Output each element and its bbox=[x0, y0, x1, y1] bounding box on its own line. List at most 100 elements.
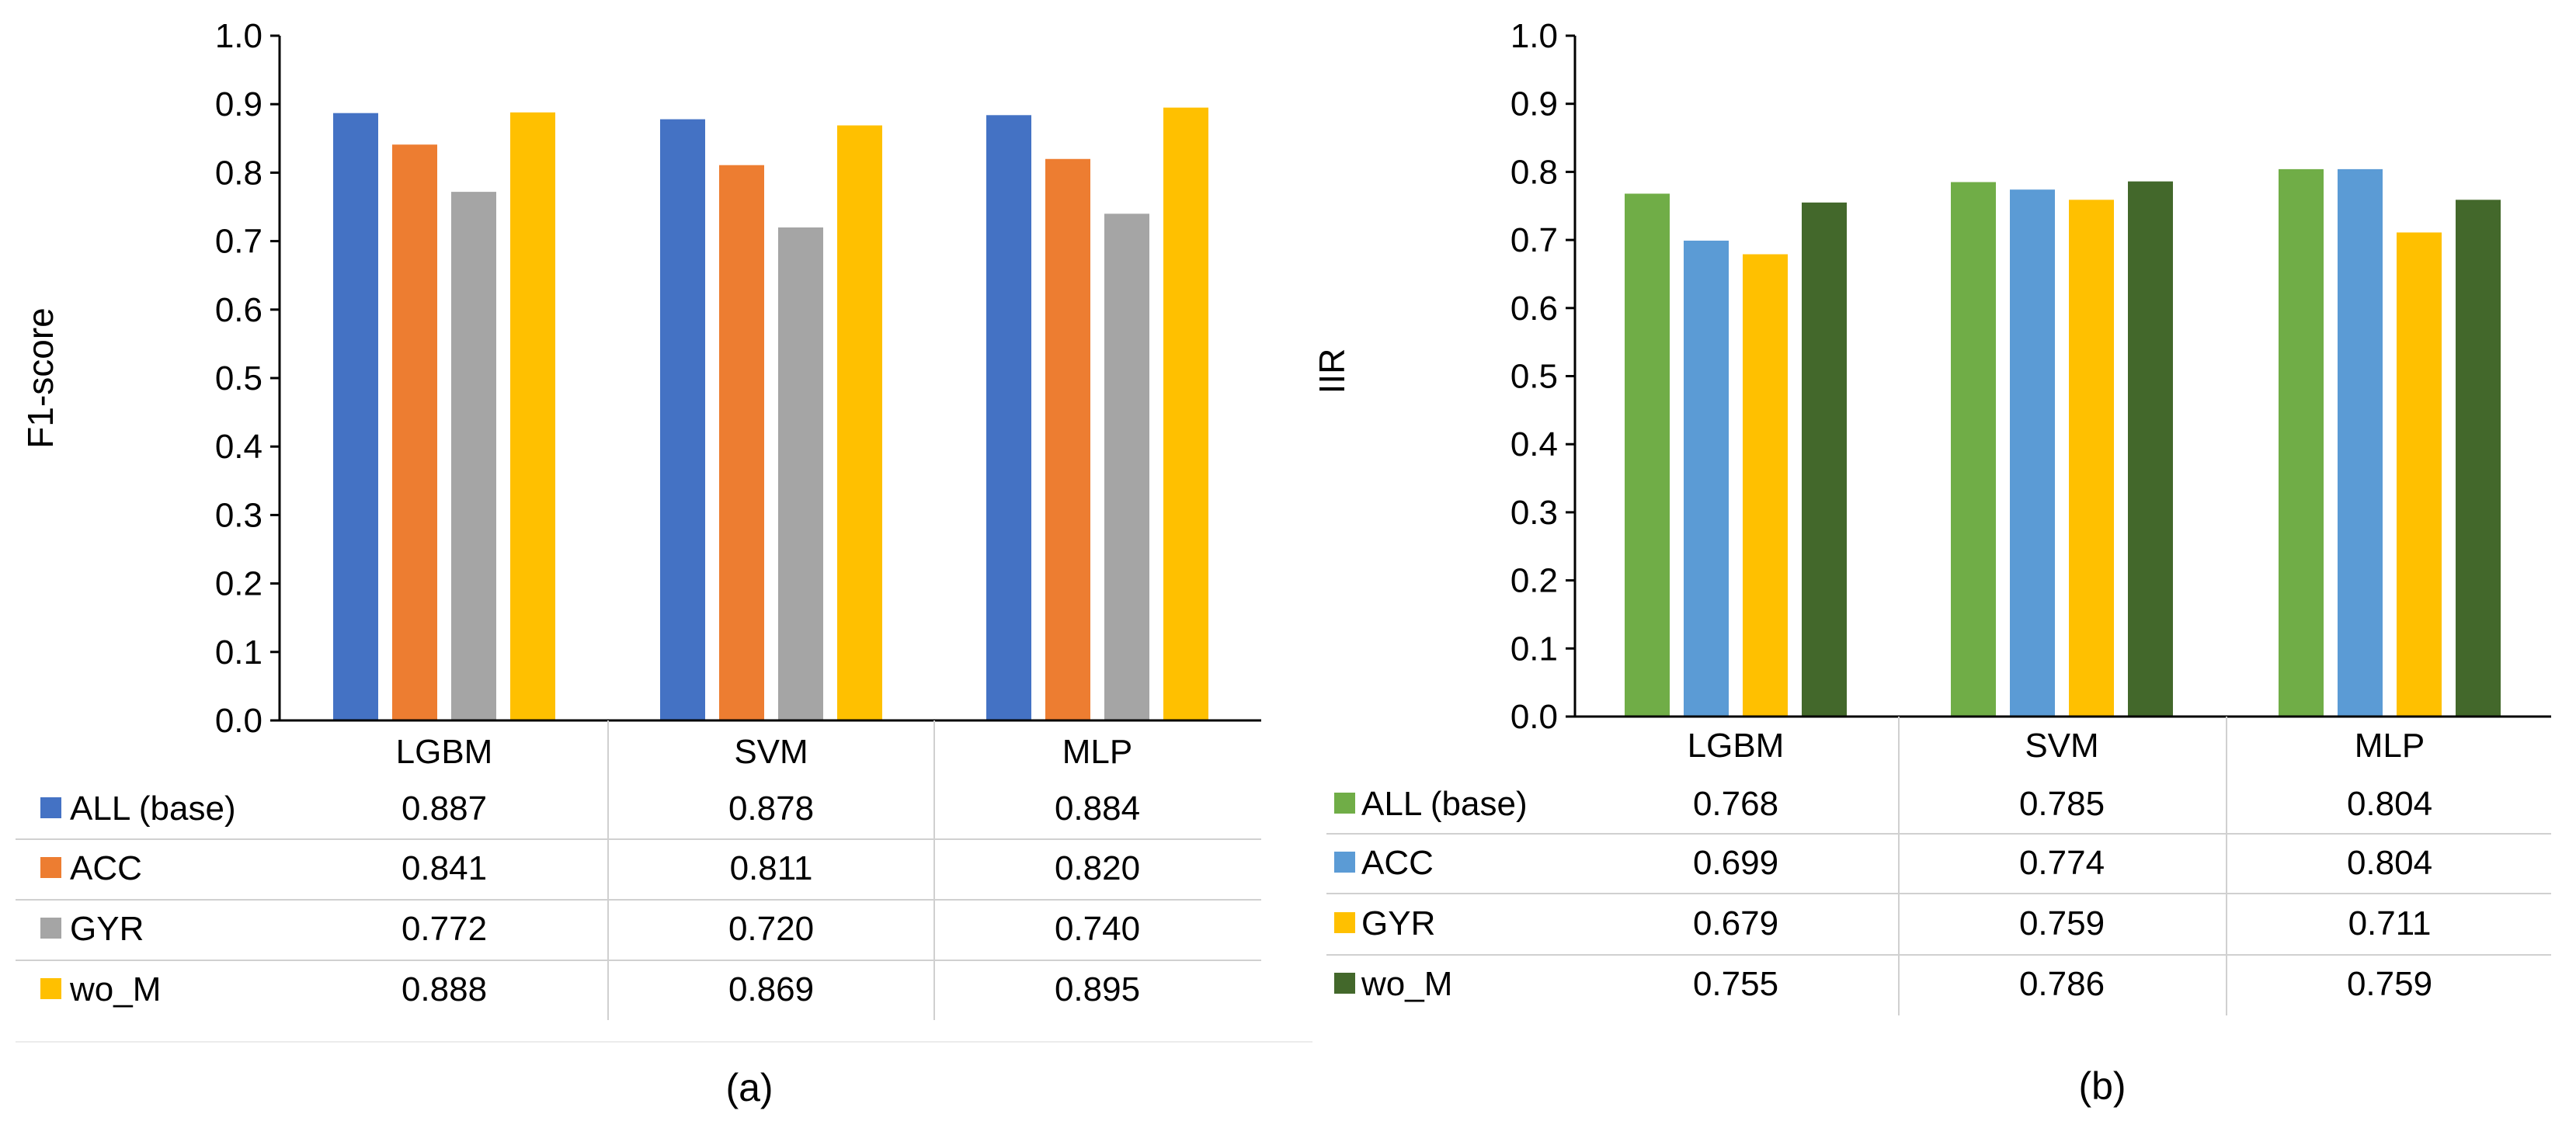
y-tick-label: 0.3 bbox=[1510, 494, 1558, 532]
data-value: 0.895 bbox=[1055, 970, 1140, 1008]
data-value: 0.740 bbox=[1055, 910, 1140, 948]
bar-wo-m-lgbm bbox=[510, 112, 555, 720]
y-tick-label: 0.2 bbox=[1510, 562, 1558, 600]
bar-all-base--mlp bbox=[2279, 168, 2324, 717]
bar-wo-m-mlp bbox=[1163, 107, 1208, 721]
legend-swatch bbox=[40, 797, 61, 818]
bar-acc-mlp bbox=[1045, 158, 1090, 720]
data-value: 0.887 bbox=[402, 790, 487, 828]
y-axis-title: F1-score bbox=[20, 307, 61, 448]
category-label: MLP bbox=[2355, 727, 2425, 765]
data-value: 0.774 bbox=[2019, 844, 2105, 882]
y-tick-label: 0.9 bbox=[215, 85, 262, 123]
bar-gyr-lgbm bbox=[1743, 254, 1788, 717]
bar-all-base--svm bbox=[660, 119, 705, 720]
data-value: 0.772 bbox=[402, 910, 487, 948]
y-tick-label: 0.5 bbox=[1510, 358, 1558, 396]
category-label: MLP bbox=[1062, 733, 1132, 771]
bar-all-base--lgbm bbox=[333, 113, 378, 720]
legend-swatch bbox=[1334, 852, 1355, 873]
legend-label: ALL (base) bbox=[1361, 785, 1528, 823]
bar-acc-lgbm bbox=[392, 144, 437, 720]
data-value: 0.811 bbox=[730, 849, 813, 887]
data-value: 0.869 bbox=[728, 970, 814, 1008]
y-tick-label: 0.8 bbox=[1510, 153, 1558, 191]
data-value: 0.755 bbox=[1693, 965, 1778, 1003]
bar-gyr-svm bbox=[2069, 200, 2114, 717]
bar-acc-svm bbox=[719, 165, 764, 720]
legend-label: ALL (base) bbox=[70, 790, 236, 828]
panel-a: 0.0 0.1 0.2 0.3 0.4 0.5 0.6 0.7 0.8 0.9 1.0 F1-scor… bbox=[16, 17, 1312, 1109]
category-label: LGBM bbox=[396, 733, 493, 771]
y-tick-label: 0.7 bbox=[1510, 221, 1558, 259]
data-value: 0.841 bbox=[402, 849, 487, 887]
legend-swatch bbox=[40, 978, 61, 999]
bar-acc-lgbm bbox=[1684, 240, 1729, 717]
data-value: 0.759 bbox=[2347, 965, 2432, 1003]
panel-label: (b) bbox=[2078, 1064, 2126, 1108]
data-value: 0.679 bbox=[1693, 904, 1778, 942]
bar-all-base--lgbm bbox=[1625, 193, 1670, 717]
bar-wo-m-svm bbox=[837, 125, 882, 721]
legend-label: ACC bbox=[70, 849, 142, 887]
bar-wo-m-lgbm bbox=[1802, 202, 1847, 717]
y-tick-label: 0.5 bbox=[215, 359, 262, 397]
category-label: SVM bbox=[734, 733, 808, 771]
bar-acc-mlp bbox=[2338, 168, 2383, 717]
y-tick-label: 0.0 bbox=[1510, 698, 1558, 736]
data-value: 0.759 bbox=[2019, 904, 2105, 942]
y-tick-label: 0.2 bbox=[215, 565, 262, 603]
legend-label: GYR bbox=[1361, 904, 1435, 942]
y-tick-label: 0.6 bbox=[1510, 290, 1558, 328]
y-tick-label: 0.1 bbox=[1510, 630, 1558, 668]
data-value: 0.785 bbox=[2019, 785, 2105, 823]
y-tick-label: 0.1 bbox=[215, 633, 262, 672]
panel-b: 0.0 0.1 0.2 0.3 0.4 0.5 0.6 0.7 0.8 0.9 1.0 IIR LGBM… bbox=[1312, 17, 2551, 1108]
legend-swatch bbox=[1334, 912, 1355, 933]
bar-all-base--svm bbox=[1951, 182, 1996, 717]
legend-label: GYR bbox=[70, 910, 144, 948]
bar-gyr-mlp bbox=[1104, 213, 1149, 720]
y-tick-label: 1.0 bbox=[1510, 17, 1558, 55]
data-value: 0.720 bbox=[728, 910, 814, 948]
bar-wo-m-mlp bbox=[2456, 200, 2501, 717]
legend-swatch bbox=[1334, 793, 1355, 814]
legend-swatch bbox=[40, 857, 61, 878]
y-tick-label: 0.7 bbox=[215, 223, 262, 261]
y-tick-label: 0.4 bbox=[215, 428, 262, 466]
category-label: SVM bbox=[2025, 727, 2098, 765]
y-tick-label: 0.9 bbox=[1510, 85, 1558, 123]
y-tick-label: 0.0 bbox=[215, 702, 262, 740]
y-tick-label: 1.0 bbox=[215, 17, 262, 55]
bar-acc-svm bbox=[2010, 189, 2055, 717]
legend-swatch bbox=[1334, 973, 1355, 994]
category-label: LGBM bbox=[1688, 727, 1785, 765]
data-value: 0.878 bbox=[728, 790, 814, 828]
bar-gyr-svm bbox=[778, 227, 823, 721]
data-value: 0.768 bbox=[1693, 785, 1778, 823]
legend-label: wo_M bbox=[69, 970, 161, 1008]
data-value: 0.820 bbox=[1055, 849, 1140, 887]
panel-label: (a) bbox=[725, 1066, 773, 1109]
legend-swatch bbox=[40, 918, 61, 939]
data-value: 0.699 bbox=[1693, 844, 1778, 882]
y-tick-label: 0.8 bbox=[215, 154, 262, 192]
y-tick-label: 0.3 bbox=[215, 496, 262, 534]
data-value: 0.804 bbox=[2347, 785, 2432, 823]
data-value: 0.786 bbox=[2019, 965, 2105, 1003]
y-tick-label: 0.6 bbox=[215, 291, 262, 329]
data-value: 0.711 bbox=[2348, 904, 2432, 942]
y-axis-title: IIR bbox=[1312, 349, 1352, 394]
legend-label: wo_M bbox=[1361, 965, 1452, 1003]
data-value: 0.884 bbox=[1055, 790, 1140, 828]
legend-label: ACC bbox=[1361, 844, 1434, 882]
bar-gyr-lgbm bbox=[451, 192, 496, 720]
data-value: 0.804 bbox=[2347, 844, 2432, 882]
bar-wo-m-svm bbox=[2128, 181, 2173, 717]
bar-gyr-mlp bbox=[2397, 232, 2442, 717]
data-value: 0.888 bbox=[402, 970, 487, 1008]
bar-all-base--mlp bbox=[986, 115, 1031, 720]
y-tick-label: 0.4 bbox=[1510, 425, 1558, 463]
